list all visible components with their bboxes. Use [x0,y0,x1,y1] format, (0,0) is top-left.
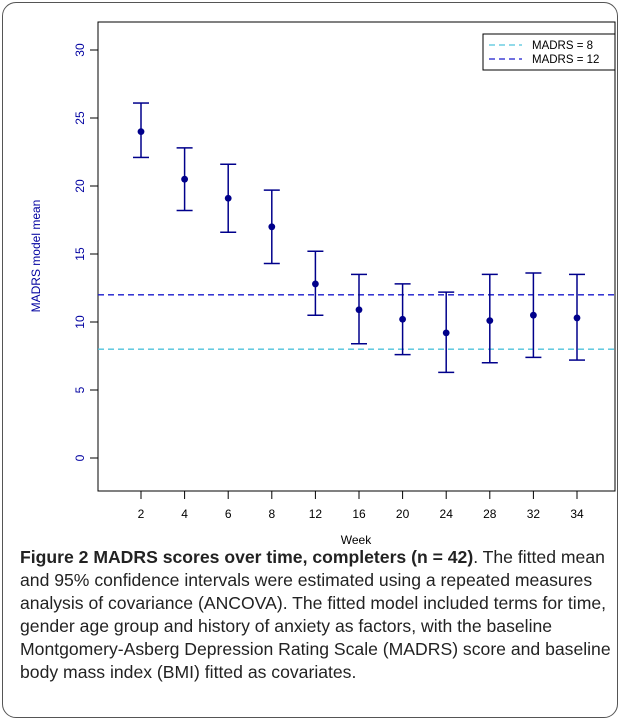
data-point [137,128,145,136]
caption-label: Figure 2 MADRS scores over time, complet… [20,547,474,567]
data-point [355,306,363,314]
y-tick-label: 30 [73,43,87,57]
x-axis-label: Week [341,533,372,545]
legend: MADRS = 8 MADRS = 12 [482,33,616,71]
x-tick-label: 20 [396,507,410,521]
y-tick-label: 5 [73,386,87,393]
figure-caption: Figure 2 MADRS scores over time, complet… [20,546,616,684]
x-tick-label: 34 [570,507,584,521]
x-tick-label: 2 [138,507,145,521]
data-point [399,315,406,323]
y-tick-label: 0 [73,454,87,461]
y-tick-label: 15 [73,247,87,261]
data-point [224,194,232,202]
x-tick-label: 32 [527,507,541,521]
data-point [268,223,276,231]
x-tick-label: 4 [181,507,188,521]
y-tick-label: 20 [73,179,87,193]
legend-box [482,33,616,71]
x-tick-label: 24 [440,507,454,521]
legend-label: MADRS = 8 [532,40,593,52]
x-tick-label: 16 [352,507,366,521]
data-point [530,311,537,319]
data-point [181,175,189,183]
data-point [486,317,494,325]
x-tick-label: 12 [309,507,323,521]
y-axis-label: MADRS model mean [29,200,43,313]
plot-area-border [97,21,616,492]
data-point [442,329,450,337]
y-axis: 0 5 10 15 20 25 30 [73,43,99,461]
x-tick-label: 28 [483,507,497,521]
error-bars [133,102,585,374]
caption-text: . The fitted mean and 95% confidence int… [20,547,611,682]
data-point [312,280,319,288]
y-tick-label: 10 [73,315,87,329]
x-tick-label: 6 [225,507,232,521]
x-axis: 2 4 6 8 12 16 20 24 28 32 34 [138,490,584,521]
y-tick-label: 25 [73,111,87,125]
legend-label: MADRS = 12 [532,54,599,66]
x-tick-label: 8 [268,507,275,521]
data-point [573,314,581,322]
data-points [137,128,581,337]
reference-lines [98,294,615,350]
